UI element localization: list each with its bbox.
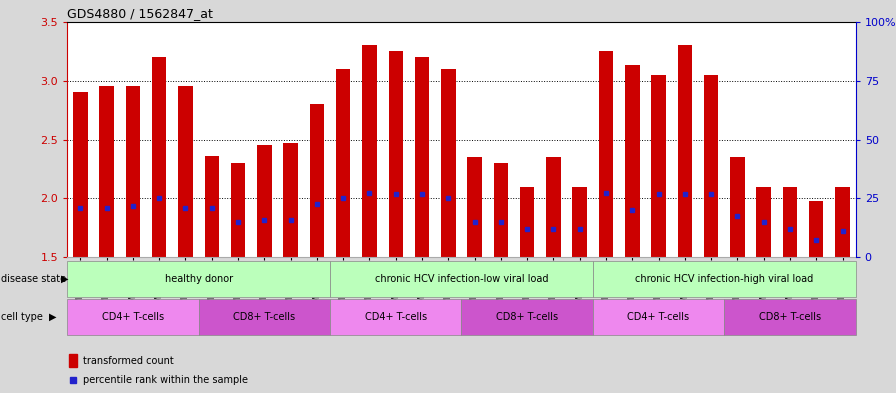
- Text: CD4+ T-cells: CD4+ T-cells: [365, 312, 426, 322]
- Bar: [99, 86, 114, 257]
- Text: percentile rank within the sample: percentile rank within the sample: [83, 375, 248, 386]
- Bar: [573, 187, 587, 257]
- Bar: [625, 65, 640, 257]
- Bar: [593, 261, 856, 297]
- Bar: [809, 201, 823, 257]
- Text: ▶: ▶: [49, 312, 56, 322]
- Bar: [461, 299, 593, 335]
- Bar: [125, 86, 140, 257]
- Text: CD8+ T-cells: CD8+ T-cells: [496, 312, 558, 322]
- Text: GDS4880 / 1562847_at: GDS4880 / 1562847_at: [67, 7, 213, 20]
- Bar: [520, 187, 534, 257]
- Bar: [67, 299, 199, 335]
- Bar: [178, 86, 193, 257]
- Bar: [231, 163, 246, 257]
- Bar: [494, 163, 508, 257]
- Bar: [330, 261, 593, 297]
- Bar: [389, 51, 403, 257]
- Bar: [257, 145, 271, 257]
- Text: cell type: cell type: [1, 312, 43, 322]
- Bar: [468, 157, 482, 257]
- Bar: [362, 45, 376, 257]
- Text: transformed count: transformed count: [83, 356, 174, 366]
- Bar: [730, 157, 745, 257]
- Bar: [415, 57, 429, 257]
- Text: CD8+ T-cells: CD8+ T-cells: [759, 312, 821, 322]
- Bar: [73, 92, 88, 257]
- Bar: [310, 104, 324, 257]
- Text: healthy donor: healthy donor: [165, 274, 233, 284]
- Bar: [724, 299, 856, 335]
- Text: disease state: disease state: [1, 274, 66, 284]
- Bar: [593, 299, 724, 335]
- Bar: [69, 354, 77, 367]
- Text: CD4+ T-cells: CD4+ T-cells: [627, 312, 690, 322]
- Text: CD8+ T-cells: CD8+ T-cells: [233, 312, 296, 322]
- Bar: [330, 299, 461, 335]
- Bar: [199, 299, 330, 335]
- Bar: [756, 187, 771, 257]
- Bar: [152, 57, 167, 257]
- Text: chronic HCV infection-low viral load: chronic HCV infection-low viral load: [375, 274, 548, 284]
- Bar: [204, 156, 219, 257]
- Bar: [783, 187, 797, 257]
- Bar: [283, 143, 297, 257]
- Bar: [677, 45, 692, 257]
- Bar: [547, 157, 561, 257]
- Bar: [599, 51, 613, 257]
- Text: ▶: ▶: [61, 274, 68, 284]
- Bar: [67, 261, 330, 297]
- Bar: [835, 187, 849, 257]
- Bar: [651, 75, 666, 257]
- Text: chronic HCV infection-high viral load: chronic HCV infection-high viral load: [635, 274, 814, 284]
- Text: CD4+ T-cells: CD4+ T-cells: [102, 312, 164, 322]
- Bar: [441, 69, 455, 257]
- Bar: [704, 75, 719, 257]
- Bar: [336, 69, 350, 257]
